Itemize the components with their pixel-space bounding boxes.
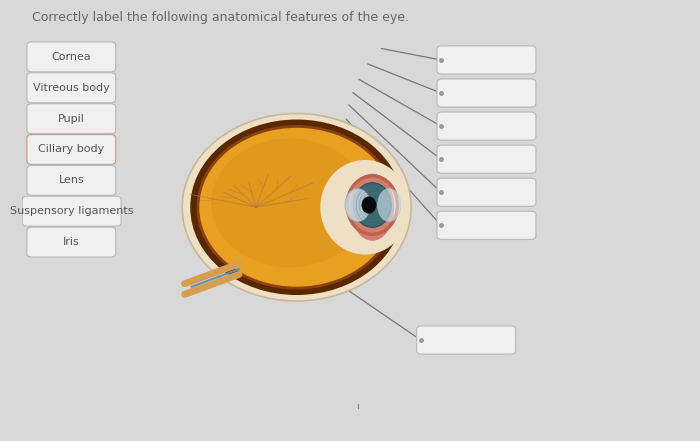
FancyBboxPatch shape <box>27 165 116 195</box>
Ellipse shape <box>350 174 394 241</box>
Ellipse shape <box>192 121 402 293</box>
Ellipse shape <box>354 183 391 228</box>
FancyBboxPatch shape <box>437 46 536 74</box>
FancyBboxPatch shape <box>27 104 116 134</box>
FancyBboxPatch shape <box>437 79 536 107</box>
FancyBboxPatch shape <box>22 196 121 226</box>
FancyBboxPatch shape <box>437 112 536 140</box>
Text: Correctly label the following anatomical features of the eye.: Correctly label the following anatomical… <box>32 11 409 24</box>
Ellipse shape <box>362 197 377 214</box>
FancyBboxPatch shape <box>27 42 116 72</box>
FancyBboxPatch shape <box>437 178 536 206</box>
Text: Pupil: Pupil <box>58 114 85 123</box>
Ellipse shape <box>345 189 370 221</box>
Ellipse shape <box>182 113 411 301</box>
FancyBboxPatch shape <box>416 326 516 354</box>
Ellipse shape <box>377 189 400 221</box>
FancyBboxPatch shape <box>437 145 536 173</box>
Text: Lens: Lens <box>58 176 84 185</box>
FancyBboxPatch shape <box>27 73 116 103</box>
FancyBboxPatch shape <box>437 211 536 239</box>
Text: Ciliary body: Ciliary body <box>38 145 104 154</box>
Text: Cornea: Cornea <box>51 52 91 62</box>
Text: Vitreous body: Vitreous body <box>33 83 110 93</box>
Text: Iris: Iris <box>63 237 80 247</box>
Ellipse shape <box>321 160 410 254</box>
FancyBboxPatch shape <box>27 135 116 164</box>
Text: Suspensory ligaments: Suspensory ligaments <box>10 206 134 216</box>
FancyBboxPatch shape <box>27 227 116 257</box>
Ellipse shape <box>211 138 369 267</box>
